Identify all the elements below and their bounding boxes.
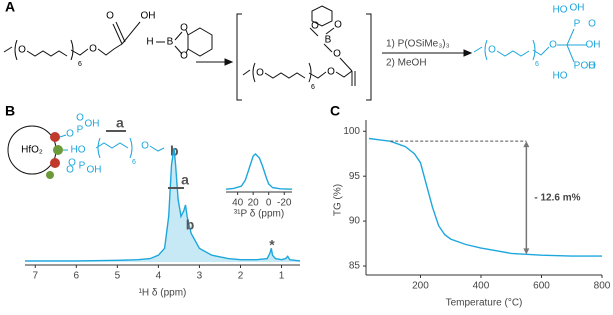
arrow-head [523, 248, 530, 255]
atom-label: O [588, 19, 596, 30]
atom-label: O [180, 51, 188, 62]
line [225, 153, 293, 190]
atom-label: OH [141, 11, 156, 22]
intermediate-bonds [242, 5, 356, 86]
x-tick-label: 20 [248, 198, 260, 209]
atom-label: O [333, 49, 341, 60]
x-tick-label: 7 [32, 271, 38, 282]
panel-label: C [330, 103, 340, 119]
atom-label: OH [586, 40, 601, 51]
atom-label: O [549, 40, 557, 51]
x-tick-label: 6 [74, 271, 80, 282]
atom-label: HO [553, 71, 568, 82]
atom-label: 6 [535, 61, 539, 68]
atom-label: O [18, 45, 26, 56]
atom-label: HO [553, 5, 568, 16]
structure-label: HO [71, 145, 86, 156]
atom-label: H [146, 37, 153, 48]
x-tick-label: 40 [232, 198, 244, 209]
structure-label: O [68, 158, 76, 169]
x-tick-label: -20 [277, 198, 292, 209]
structure-label: OH [85, 119, 100, 130]
x-tick-label: 2 [238, 271, 244, 282]
y-tick-label: 85 [349, 261, 361, 272]
y-tick-label: 100 [343, 126, 360, 137]
atom-label: B [325, 35, 332, 46]
borane-bonds [156, 27, 213, 57]
peak-label: b [186, 217, 195, 233]
x-tick-label: 1 [279, 271, 285, 282]
x-tick-label: 0 [266, 198, 272, 209]
y-axis-label: TG (%) [333, 184, 344, 216]
reactant-bonds [3, 21, 141, 61]
structure-label: O [66, 129, 74, 140]
x-tick-label: 600 [533, 281, 550, 292]
atom-label: 6 [311, 84, 315, 91]
y-tick-label: 90 [349, 216, 361, 227]
arrows [196, 13, 473, 101]
structure-label: O [141, 141, 149, 152]
structure-label: OH [87, 165, 102, 176]
atom-label: O [256, 68, 264, 79]
peak-label: a [181, 172, 189, 188]
atom-label: O [89, 44, 97, 55]
atom-label: B [167, 37, 174, 48]
x-axis-label: ¹H δ (ppm) [139, 288, 187, 299]
structure-label: a [116, 115, 124, 131]
atom-label: O [106, 11, 114, 22]
line [25, 147, 301, 262]
arrow-head [523, 141, 530, 148]
atom-label: O [180, 23, 188, 34]
panel-label: B [5, 103, 15, 119]
atom-label: P [574, 19, 581, 30]
atom-label: 6 [78, 61, 82, 68]
atom-label: O [334, 20, 342, 31]
structure-label: O [76, 113, 84, 124]
structure-label: O [66, 165, 74, 176]
condition: 1) P(OSiMe₃)₃ [386, 39, 450, 50]
y-tick-label: 95 [349, 171, 361, 182]
atom-label: O [327, 67, 335, 78]
x-tick-label: 400 [473, 281, 490, 292]
x-tick-label: 200 [412, 281, 429, 292]
mass-loss-label: - 12.6 m% [534, 192, 580, 203]
x-tick-label: 800 [594, 281, 611, 292]
structure-label: P [77, 125, 84, 136]
panel-label: A [5, 0, 15, 15]
condition: 2) MeOH [386, 58, 427, 69]
atom-label: O [311, 21, 319, 32]
structure-label: HfO₂ [21, 145, 43, 156]
x-axis-label: Temperature (°C) [446, 298, 523, 309]
atom-label: O [488, 45, 496, 56]
structure-label: 6 [132, 159, 136, 166]
atom-label: OH [570, 3, 585, 14]
peak-label: * [269, 237, 275, 253]
x-tick-label: 3 [197, 271, 203, 282]
atom-label: OH [581, 61, 596, 72]
x-tick-label: 4 [156, 271, 162, 282]
atom-label: P [574, 61, 581, 72]
x-tick-label: 5 [115, 271, 121, 282]
x-axis-label: ³¹P δ (ppm) [234, 209, 284, 220]
atom-label: O [588, 61, 596, 72]
product-bonds [473, 28, 586, 63]
surface-drawing [7, 125, 165, 179]
structure-label: P [79, 161, 86, 172]
line [368, 137, 602, 257]
